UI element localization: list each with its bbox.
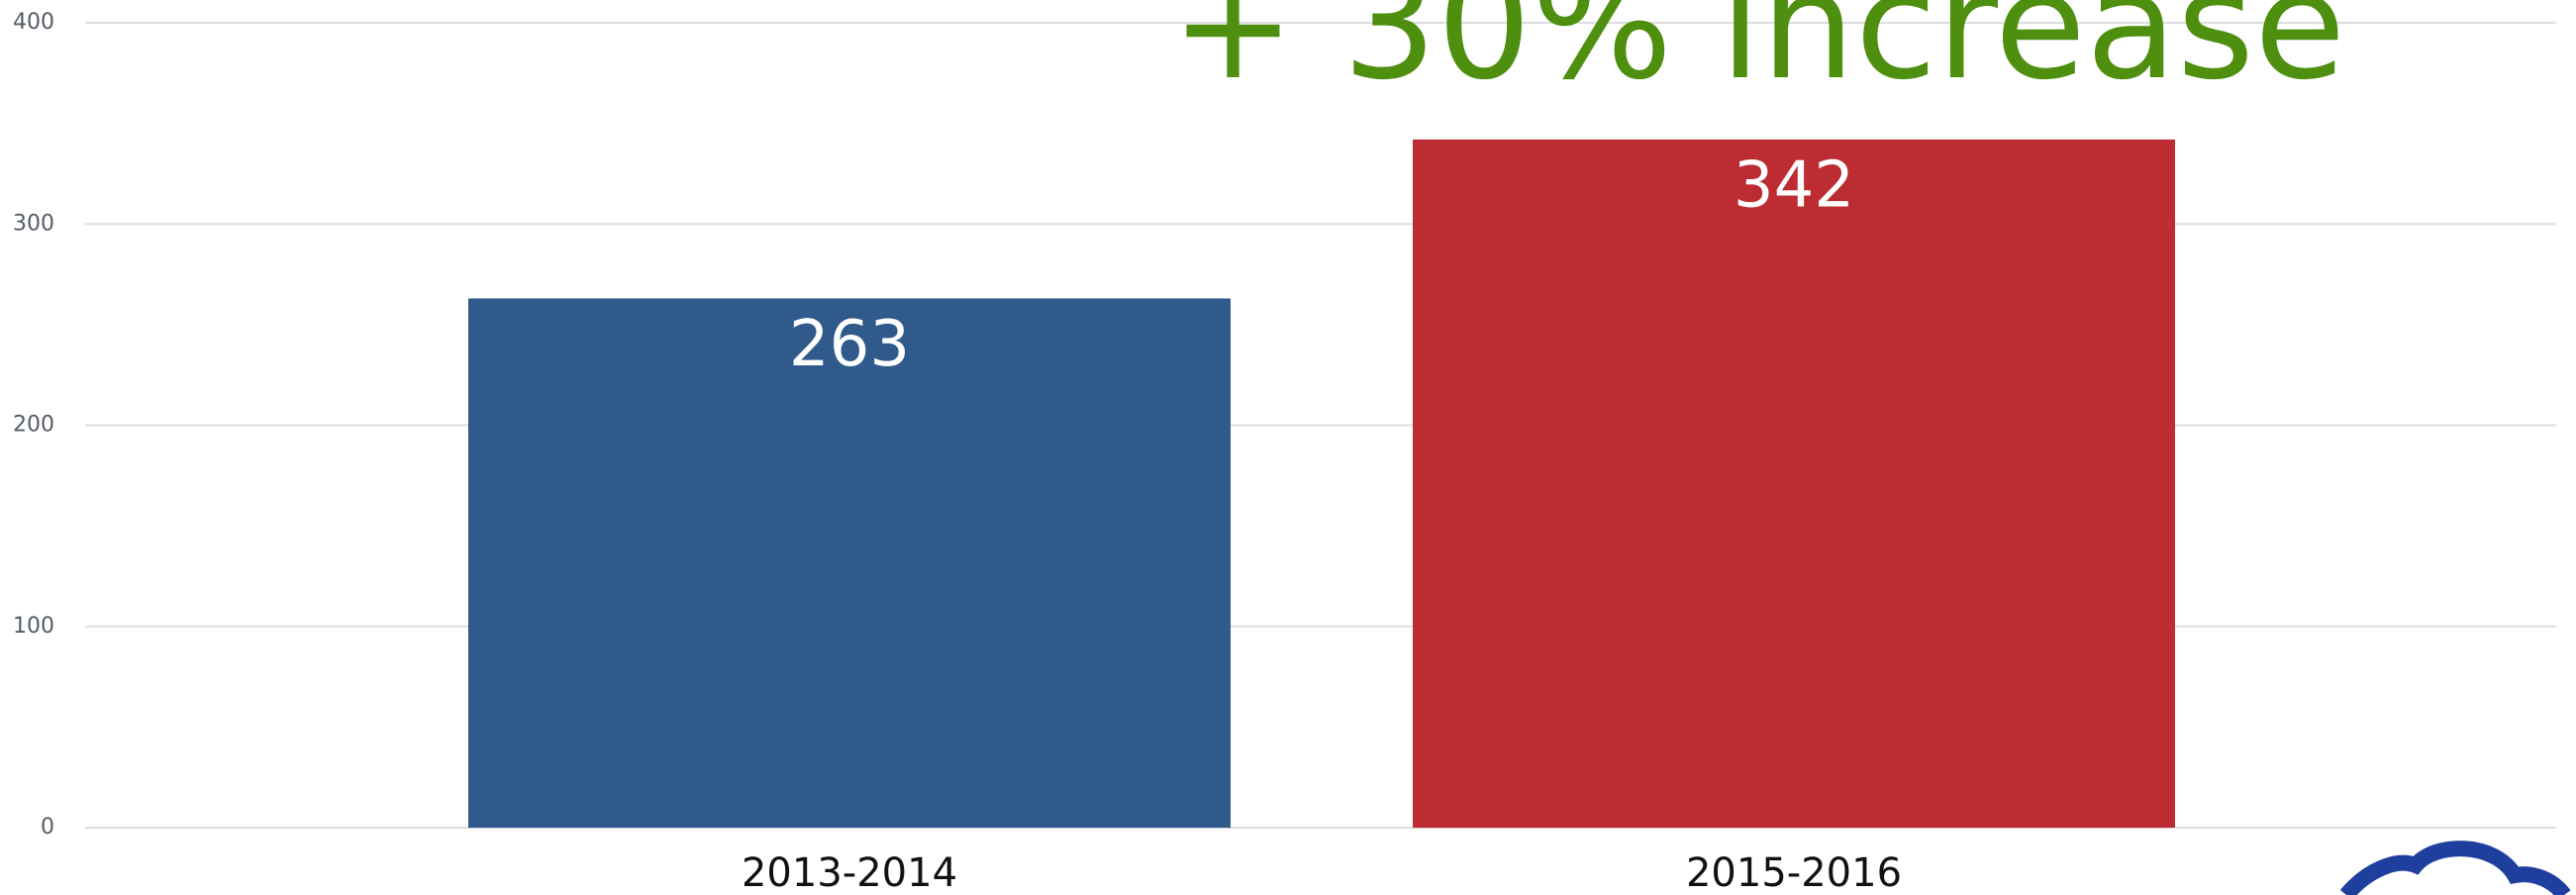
logo (2339, 841, 2571, 895)
y-tick-label: 200 (13, 413, 54, 438)
data-label: 342 (1734, 149, 1854, 222)
x-tick-label: 2013-2014 (742, 850, 957, 895)
y-tick-label: 300 (13, 211, 54, 236)
logo-cloud (2339, 841, 2571, 895)
bar (468, 298, 1231, 828)
y-tick-label: 0 (41, 815, 54, 840)
annotation: + 30% increase (1171, 0, 2346, 113)
data-label: 263 (789, 308, 910, 381)
y-tick-label: 100 (13, 614, 54, 639)
x-tick-label: 2015-2016 (1686, 850, 1902, 895)
bar (1413, 139, 2175, 828)
y-tick-label: 400 (13, 10, 54, 35)
